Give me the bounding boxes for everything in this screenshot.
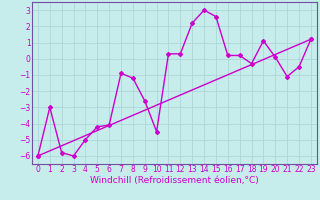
X-axis label: Windchill (Refroidissement éolien,°C): Windchill (Refroidissement éolien,°C): [90, 176, 259, 185]
